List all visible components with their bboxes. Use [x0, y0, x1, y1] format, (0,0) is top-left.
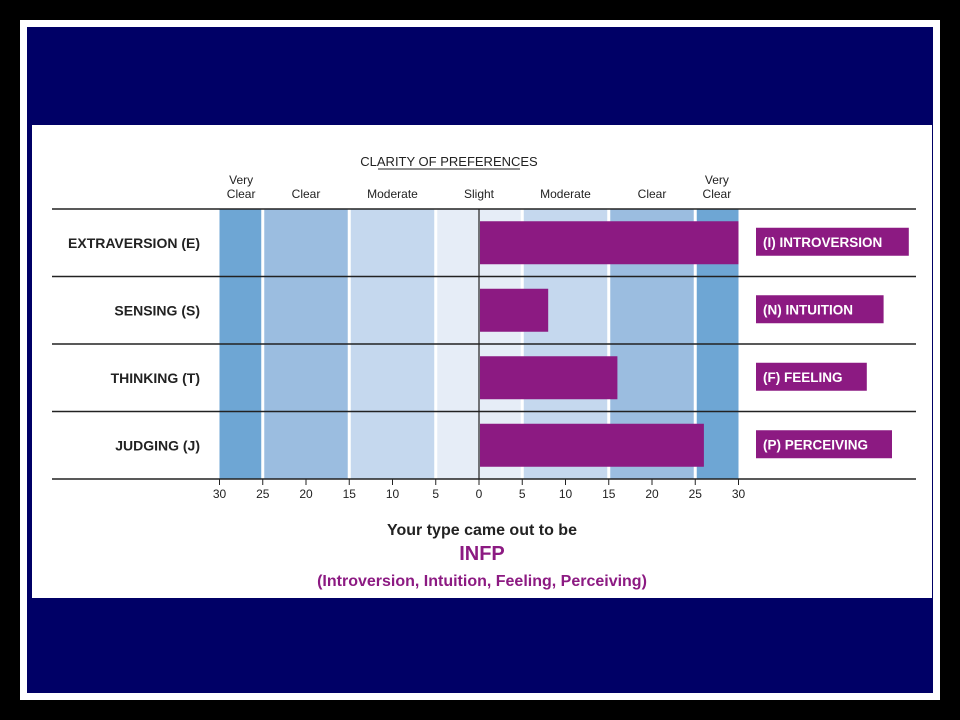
- x-tick-right-2: 10: [559, 487, 573, 501]
- row-right-label-3: (P) PERCEIVING: [763, 437, 868, 452]
- type-description: (Introversion, Intuition, Feeling, Perce…: [317, 573, 647, 590]
- x-tick-right-0: 0: [476, 487, 483, 501]
- band-label-5: Clear: [638, 187, 667, 201]
- band-label-6: Very: [705, 173, 729, 187]
- x-tick-right-3: 15: [602, 487, 616, 501]
- row-left-label-1: SENSING (S): [114, 302, 200, 318]
- type-code: INFP: [459, 543, 505, 565]
- row-right-label-2: (F) FEELING: [763, 370, 843, 385]
- preference-bar-0: [480, 221, 739, 265]
- row-left-label-0: EXTRAVERSION (E): [68, 235, 200, 251]
- band-label-0-line2: Clear: [227, 187, 256, 201]
- band-label-3: Slight: [464, 187, 495, 201]
- x-tick-right-4: 20: [645, 487, 659, 501]
- row-left-label-2: THINKING (T): [111, 370, 200, 386]
- band-label-6-line2: Clear: [703, 187, 732, 201]
- row-right-box-3: [756, 430, 892, 459]
- preference-bar-1: [480, 288, 549, 332]
- band-label-2: Moderate: [367, 187, 418, 201]
- preference-bar-3: [480, 423, 704, 467]
- x-tick-right-6: 30: [732, 487, 746, 501]
- row-right-box-1: [756, 295, 884, 324]
- x-tick-left-4: 10: [386, 487, 400, 501]
- row-right-label-1: (N) INTUITION: [763, 302, 853, 317]
- x-tick-right-1: 5: [519, 487, 526, 501]
- x-tick-left-3: 15: [343, 487, 357, 501]
- x-tick-right-5: 25: [689, 487, 703, 501]
- preference-bar-2: [480, 356, 618, 400]
- x-tick-left-5: 5: [432, 487, 439, 501]
- row-left-label-3: JUDGING (J): [115, 437, 200, 453]
- x-tick-left-1: 25: [256, 487, 270, 501]
- chart-title: CLARITY OF PREFERENCES: [360, 154, 538, 169]
- row-right-label-0: (I) INTROVERSION: [763, 235, 882, 250]
- band-label-4: Moderate: [540, 187, 591, 201]
- chart-panel: CLARITY OF PREFERENCES Very Clear Clear Mode…: [32, 125, 932, 598]
- band-label-1: Clear: [292, 187, 321, 201]
- row-right-box-2: [756, 362, 867, 391]
- type-intro-text: Your type came out to be: [387, 522, 577, 539]
- x-tick-left-2: 20: [299, 487, 313, 501]
- row-right-box-0: [756, 227, 909, 256]
- band-label-0: Very: [229, 173, 253, 187]
- x-tick-left-0: 30: [213, 487, 227, 501]
